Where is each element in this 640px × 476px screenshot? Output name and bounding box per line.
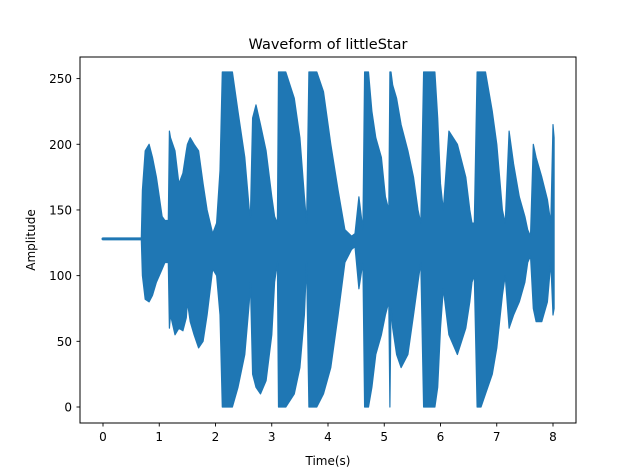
y-axis: 0 50 100 150 200 250 xyxy=(49,72,80,415)
y-tick-label: 250 xyxy=(49,72,72,86)
y-tick-label: 100 xyxy=(49,269,72,283)
x-tick-label: 1 xyxy=(155,430,163,444)
x-axis-label: Time(s) xyxy=(305,454,351,468)
x-tick-label: 3 xyxy=(268,430,276,444)
x-tick-label: 7 xyxy=(493,430,501,444)
y-tick-label: 0 xyxy=(64,401,72,415)
x-axis: 0 1 2 3 4 5 6 7 8 xyxy=(99,423,557,444)
chart-title: Waveform of littleStar xyxy=(249,37,408,53)
y-tick-label: 200 xyxy=(49,138,72,152)
x-tick-label: 5 xyxy=(380,430,388,444)
plot-area xyxy=(101,71,555,408)
x-tick-label: 6 xyxy=(437,430,445,444)
y-tick-label: 150 xyxy=(49,203,72,217)
y-tick-label: 50 xyxy=(57,335,72,349)
x-tick-label: 4 xyxy=(324,430,332,444)
x-tick-label: 2 xyxy=(212,430,220,444)
x-tick-label: 8 xyxy=(549,430,557,444)
y-axis-label: Amplitude xyxy=(24,209,38,271)
x-tick-label: 0 xyxy=(99,430,107,444)
waveform-series xyxy=(102,71,555,408)
